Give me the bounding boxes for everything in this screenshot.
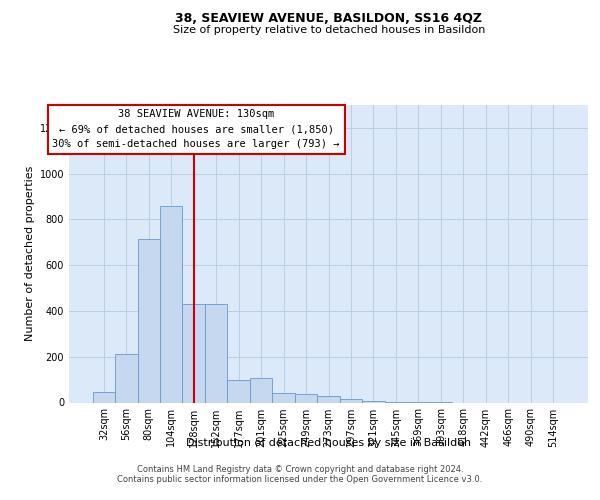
Bar [92, 392, 115, 402]
Text: Contains HM Land Registry data © Crown copyright and database right 2024.: Contains HM Land Registry data © Crown c… [137, 465, 463, 474]
Bar [272, 394, 295, 402]
Bar [205, 304, 227, 402]
Text: Distribution of detached houses by size in Basildon: Distribution of detached houses by size … [186, 438, 472, 448]
Bar [182, 304, 205, 402]
Bar [295, 394, 317, 402]
Text: 38 SEAVIEW AVENUE: 130sqm
← 69% of detached houses are smaller (1,850)
30% of se: 38 SEAVIEW AVENUE: 130sqm ← 69% of detac… [52, 110, 340, 149]
Bar [317, 396, 340, 402]
Bar [115, 354, 137, 403]
Bar [227, 380, 250, 402]
Text: 38, SEAVIEW AVENUE, BASILDON, SS16 4QZ: 38, SEAVIEW AVENUE, BASILDON, SS16 4QZ [175, 12, 482, 26]
Bar [137, 239, 160, 402]
Bar [250, 378, 272, 402]
Text: Contains public sector information licensed under the Open Government Licence v3: Contains public sector information licen… [118, 475, 482, 484]
Text: Size of property relative to detached houses in Basildon: Size of property relative to detached ho… [173, 25, 485, 35]
Y-axis label: Number of detached properties: Number of detached properties [25, 166, 35, 342]
Bar [160, 206, 182, 402]
Bar [340, 399, 362, 402]
